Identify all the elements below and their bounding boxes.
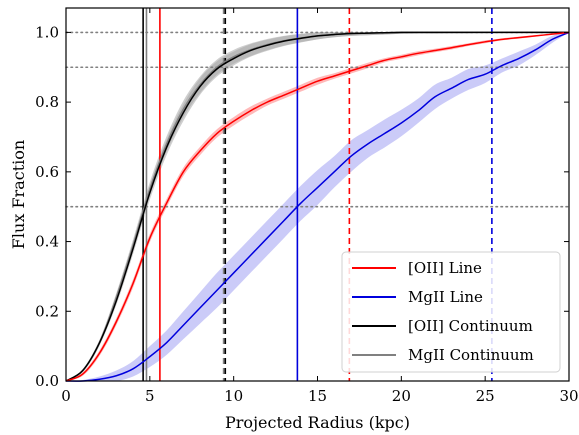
reference-lines	[65, 31, 570, 208]
oii-continuum-legend-label: [OII] Continuum	[408, 317, 533, 335]
x-tick-label: 15	[308, 387, 327, 405]
y-axis-label: Flux Fraction	[9, 140, 28, 249]
y-tick-label: 0.0	[35, 372, 59, 390]
y-tick-label: 0.4	[35, 233, 59, 251]
y-tick-label: 0.8	[35, 93, 59, 111]
radius-markers	[142, 8, 493, 381]
x-tick-label: 0	[61, 387, 71, 405]
x-tick-label: 30	[559, 387, 578, 405]
x-axis-label: Projected Radius (kpc)	[225, 413, 410, 432]
oii-line-curve	[65, 31, 570, 382]
legend-box	[341, 251, 561, 373]
oii-line-legend-label: [OII] Line	[408, 259, 482, 277]
legend: [OII] Line MgII Line [OII] Continuum MgII C…	[341, 251, 561, 373]
y-tick-label: 1.0	[35, 23, 59, 41]
y-tick-label: 0.2	[35, 302, 59, 320]
x-tick-label: 20	[392, 387, 411, 405]
oii-continuum-curve	[65, 31, 569, 382]
mgii-line-legend-label: MgII Line	[408, 288, 483, 306]
x-tick-label: 5	[145, 387, 155, 405]
y-tick-label: 0.6	[35, 163, 59, 181]
x-tick-label: 25	[476, 387, 495, 405]
mgii-line-curve	[65, 31, 570, 382]
x-tick-label: 10	[224, 387, 243, 405]
series-curves	[65, 31, 570, 382]
mgii-continuum-legend-label: MgII Continuum	[408, 346, 534, 364]
axis-ticks: 0 5 10 15 20 25 30 0.0 0.2 0.4 0.6 0.8 1.0	[35, 8, 579, 405]
